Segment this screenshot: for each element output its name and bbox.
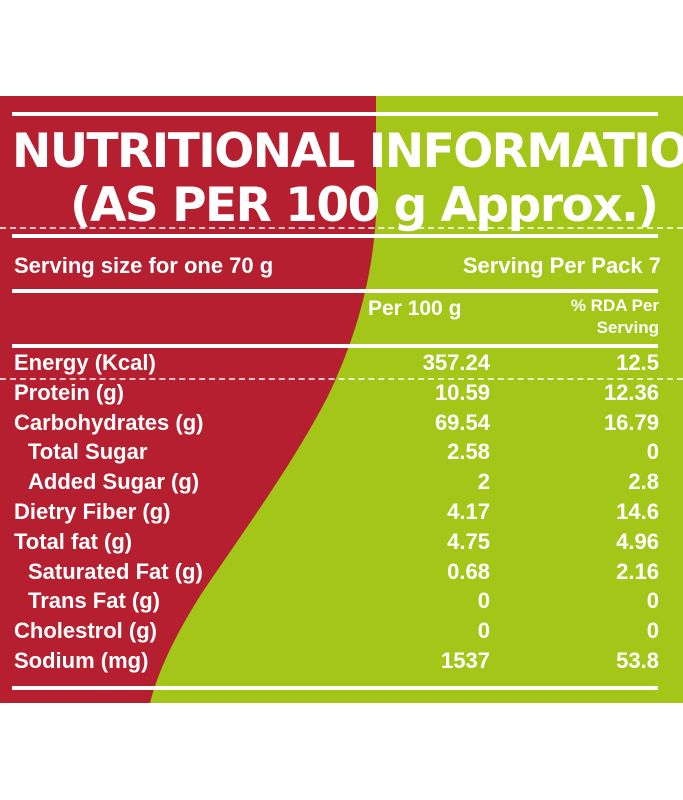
- per-100g-value: 2.58: [447, 439, 490, 465]
- per-100g-value: 69.54: [434, 409, 490, 435]
- nutrient-label: Protein (g): [14, 379, 124, 405]
- nutrient-label: Dietry Fiber (g): [14, 499, 171, 524]
- rda-value: 53.8: [616, 648, 659, 673]
- serving-rule: [12, 289, 658, 293]
- rda-value: 4.96: [616, 528, 659, 554]
- rda-value: 0: [646, 439, 659, 465]
- per-100g-value: 0: [477, 588, 490, 614]
- nutrient-label: Total fat (g): [14, 528, 133, 554]
- rda-value: 0: [646, 588, 659, 614]
- title-line-2: (AS PER 100 g Approx.): [70, 178, 659, 233]
- rda-value: 12.5: [616, 350, 659, 375]
- title-rule: [12, 234, 658, 238]
- nutrition-panel: NUTRITIONAL INFORMATION (AS PER 100 g Ap…: [0, 96, 683, 703]
- energy-divider: [0, 378, 683, 380]
- column-rda-line-2: Serving: [596, 318, 659, 337]
- rda-value: 2.8: [628, 469, 659, 495]
- red-background: [0, 96, 376, 703]
- nutrient-label: Added Sugar (g): [28, 469, 200, 495]
- per-100g-value: 4.75: [447, 528, 490, 554]
- title-line-1: NUTRITIONAL INFORMATION: [12, 124, 683, 179]
- two-tone-background: [0, 96, 683, 703]
- rda-value: 0: [646, 618, 659, 644]
- nutrient-label: Energy (Kcal): [14, 350, 156, 375]
- servings-per-pack: Serving Per Pack 7: [462, 253, 661, 278]
- per-100g-value: 10.59: [434, 379, 490, 405]
- rda-value: 2.16: [616, 558, 659, 584]
- per-100g-value: 2: [477, 469, 490, 495]
- rda-value: 12.36: [603, 379, 659, 405]
- per-100g-value: 4.17: [447, 499, 490, 524]
- nutrient-label: Cholestrol (g): [14, 618, 157, 644]
- column-header-rule: [12, 344, 658, 348]
- nutrient-label: Trans Fat (g): [28, 588, 161, 614]
- top-rule: [12, 112, 658, 116]
- nutrient-label: Carbohydrates (g): [14, 409, 204, 435]
- nutrient-label: Sodium (mg): [14, 648, 149, 673]
- column-rda-line-1: % RDA Per: [570, 296, 659, 315]
- per-100g-value: 357.24: [422, 350, 490, 375]
- per-100g-value: 0.68: [447, 558, 490, 584]
- nutrient-label: Total Sugar: [28, 439, 148, 465]
- rda-value: 16.79: [603, 409, 659, 435]
- per-100g-value: 0: [477, 618, 490, 644]
- per-100g-value: 1537: [441, 648, 490, 673]
- serving-size: Serving size for one 70 g: [14, 253, 274, 278]
- column-per-100g: Per 100 g: [368, 297, 462, 320]
- title-divider: [0, 227, 683, 229]
- rda-value: 14.6: [616, 499, 659, 524]
- nutrient-label: Saturated Fat (g): [28, 558, 203, 584]
- bottom-rule: [12, 686, 658, 690]
